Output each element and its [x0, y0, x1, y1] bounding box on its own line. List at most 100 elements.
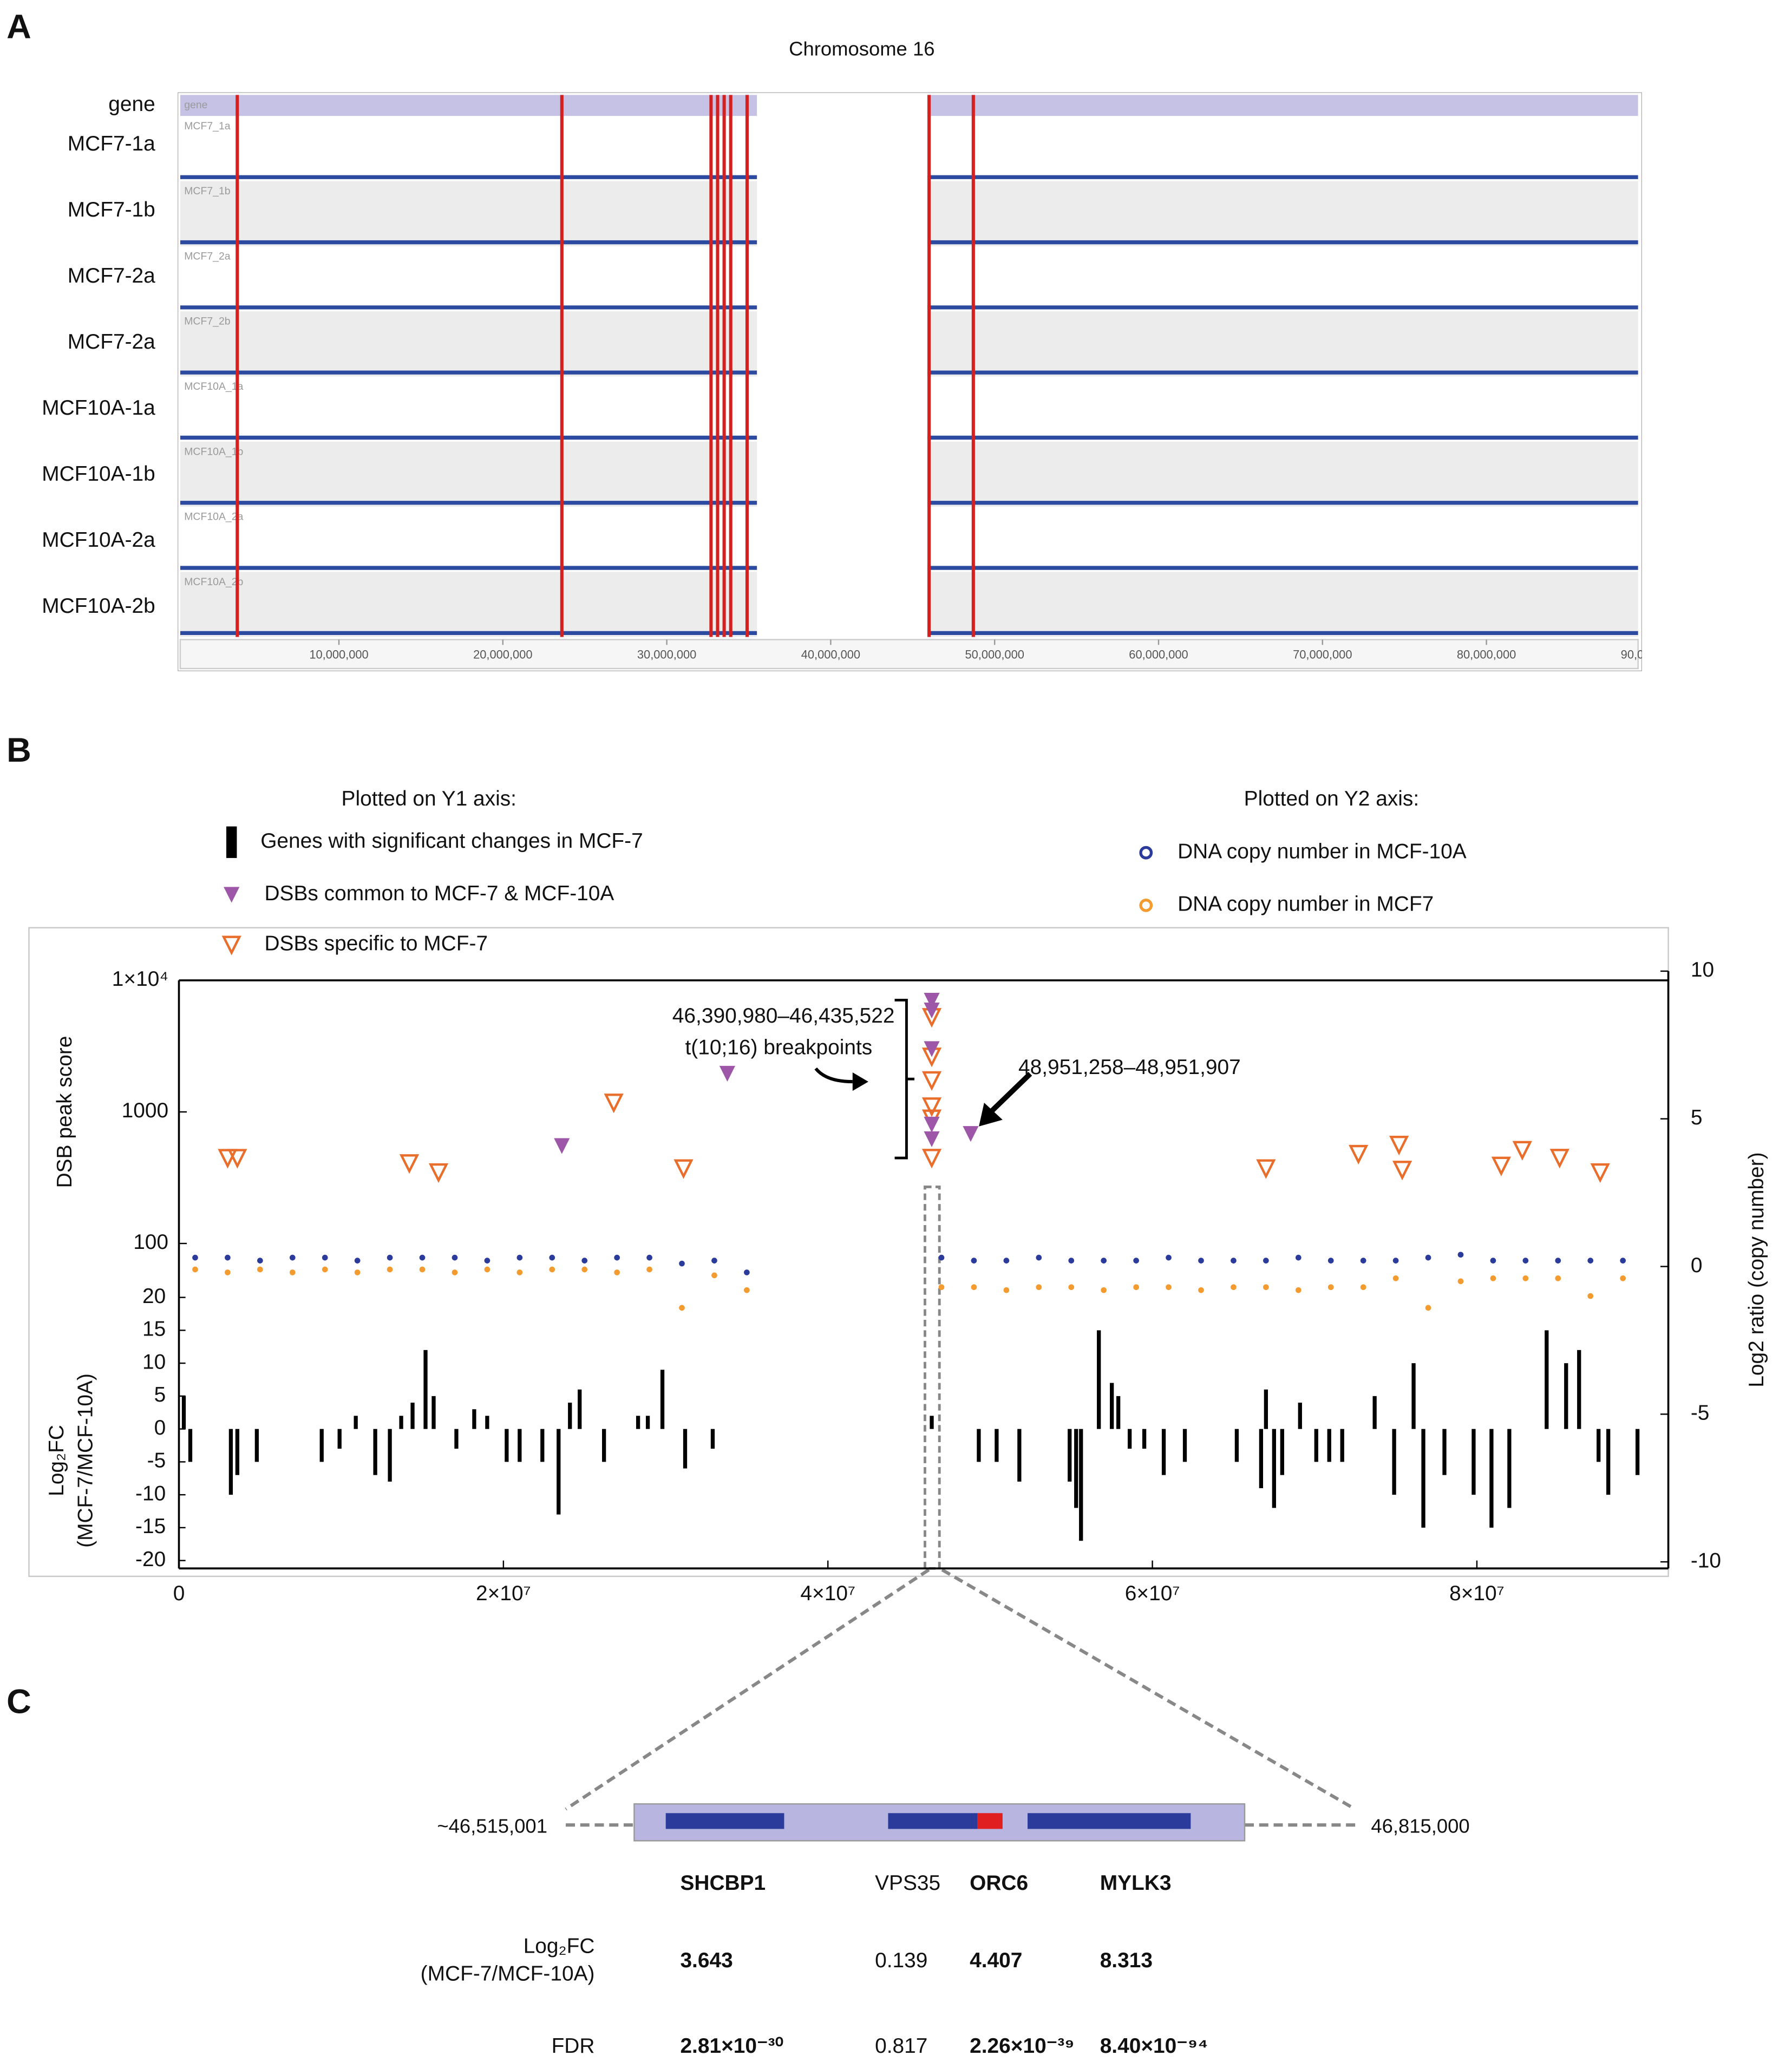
dsb-specific — [1349, 1144, 1369, 1165]
gene-bar — [1264, 1389, 1268, 1429]
annotation: t(10;16) breakpoints — [685, 1036, 872, 1059]
copy-number-point — [549, 1266, 555, 1273]
y-tick-label: 100 — [133, 1230, 168, 1254]
gene-bar — [683, 1429, 688, 1469]
gene-bar — [1314, 1429, 1318, 1462]
gene-bar — [578, 1389, 582, 1429]
copy-number-point — [322, 1254, 328, 1261]
y2-tick-label: -5 — [1691, 1402, 1710, 1425]
y2-tick-label: 10 — [1691, 958, 1714, 981]
copy-number-point — [452, 1269, 458, 1275]
copy-number-point — [1392, 1275, 1399, 1281]
copy-number-point — [1620, 1258, 1626, 1264]
copy-number-point — [192, 1266, 198, 1273]
panel-label: A — [6, 8, 31, 46]
gene-bar — [1545, 1330, 1549, 1429]
chart-title: Chromosome 16 — [789, 37, 934, 60]
gene-bar — [1017, 1429, 1022, 1482]
gene-bar — [235, 1429, 240, 1475]
x-tick-label: 8×10⁷ — [1449, 1582, 1505, 1605]
annotation: 46,390,980–46,435,522 — [672, 1004, 895, 1027]
dsb-specific — [1512, 1141, 1532, 1161]
x-tick-label: 80,000,000 — [1457, 647, 1516, 661]
x-tick-label: 20,000,000 — [473, 647, 532, 661]
gene-bar — [1079, 1429, 1083, 1541]
cell-value: 0.817 — [875, 2034, 927, 2058]
copy-number-point — [581, 1266, 588, 1273]
dsb-specific — [1256, 1159, 1276, 1179]
copy-number-point — [1392, 1258, 1399, 1264]
track-label: MCF10A-1b — [42, 462, 155, 486]
copy-number-point — [225, 1254, 231, 1261]
x-tick-label: 90,000,000 — [1621, 647, 1680, 661]
dsb-common — [924, 1041, 940, 1057]
copy-number-point — [581, 1258, 588, 1264]
copy-number-point — [646, 1266, 652, 1273]
region-start: ~46,515,001 — [437, 1815, 547, 1837]
copy-number-point — [679, 1260, 685, 1267]
copy-number-point — [938, 1254, 945, 1261]
track-label: MCF10A-2a — [42, 528, 155, 552]
x-tick-label: 30,000,000 — [637, 647, 696, 661]
gene-bar — [1411, 1363, 1416, 1429]
gene-bar — [188, 1429, 193, 1462]
copy-number-point — [1101, 1258, 1107, 1264]
fc-tick-label: 20 — [142, 1285, 166, 1308]
copy-number-point — [354, 1258, 361, 1264]
track-tag: MCF7_2b — [184, 316, 230, 328]
copy-number-point — [1360, 1284, 1366, 1291]
gene-name: MYLK3 — [1100, 1871, 1172, 1895]
gene-block — [665, 1813, 784, 1829]
track-label: MCF10A-2b — [42, 594, 155, 618]
gene-bar — [228, 1429, 233, 1495]
gene-bar — [1127, 1429, 1132, 1449]
dsb-common — [924, 1116, 940, 1133]
copy-number-point — [1457, 1252, 1464, 1258]
track-label: gene — [108, 93, 155, 116]
bracket — [894, 998, 915, 1160]
legend-title: Plotted on Y2 axis: — [1244, 787, 1419, 810]
gene-bar — [1272, 1429, 1276, 1508]
dsb-specific — [1549, 1149, 1569, 1169]
cell-value: 2.26×10⁻³⁹ — [970, 2034, 1075, 2058]
cell-value: 8.313 — [1100, 1949, 1153, 1972]
copy-number-point — [1263, 1258, 1269, 1264]
legend-label: DSBs specific to MCF-7 — [264, 932, 488, 955]
copy-number-point — [225, 1269, 231, 1275]
fc-axis-label: (MCF-7/MCF-10A) — [74, 1373, 97, 1548]
cell-value: 8.40×10⁻⁹⁴ — [1100, 2034, 1208, 2058]
copy-number-point — [646, 1254, 652, 1261]
legend-swatch — [221, 935, 241, 955]
dsb-specific — [921, 1149, 942, 1169]
gene-bar — [1635, 1429, 1640, 1475]
arrow — [987, 1071, 1032, 1115]
copy-number-point — [322, 1266, 328, 1273]
copy-number-point — [614, 1254, 620, 1261]
gene-bar — [1442, 1429, 1447, 1475]
copy-number-point — [1068, 1284, 1075, 1291]
fc-axis-label: Log₂FC — [45, 1425, 68, 1496]
dsb-specific — [218, 1149, 238, 1169]
fc-tick-label: -20 — [135, 1548, 166, 1571]
gene-bar — [1097, 1330, 1101, 1429]
cell-value: 2.81×10⁻³⁰ — [680, 2034, 783, 2058]
track-tag: MCF10A_1a — [184, 381, 243, 392]
gene-bar — [485, 1416, 489, 1429]
track-tag: MCF7_2a — [184, 250, 231, 262]
gene-block — [888, 1813, 978, 1829]
track-label: MCF7-2a — [68, 330, 155, 354]
copy-number-point — [1522, 1275, 1529, 1281]
gene-bar — [337, 1429, 342, 1449]
annotation: 48,951,258–48,951,907 — [1018, 1056, 1241, 1079]
gene-bar — [660, 1370, 665, 1429]
dsb-common — [963, 1126, 979, 1142]
track-label: MCF7-1b — [68, 198, 155, 221]
gene-bar — [1074, 1429, 1078, 1508]
gene-bar — [602, 1429, 606, 1462]
gene-name: VPS35 — [875, 1871, 940, 1895]
legend-swatch — [226, 826, 237, 858]
panel-label: C — [6, 1683, 31, 1720]
copy-number-point — [452, 1254, 458, 1261]
x-tick-label: 10,000,000 — [309, 647, 368, 661]
